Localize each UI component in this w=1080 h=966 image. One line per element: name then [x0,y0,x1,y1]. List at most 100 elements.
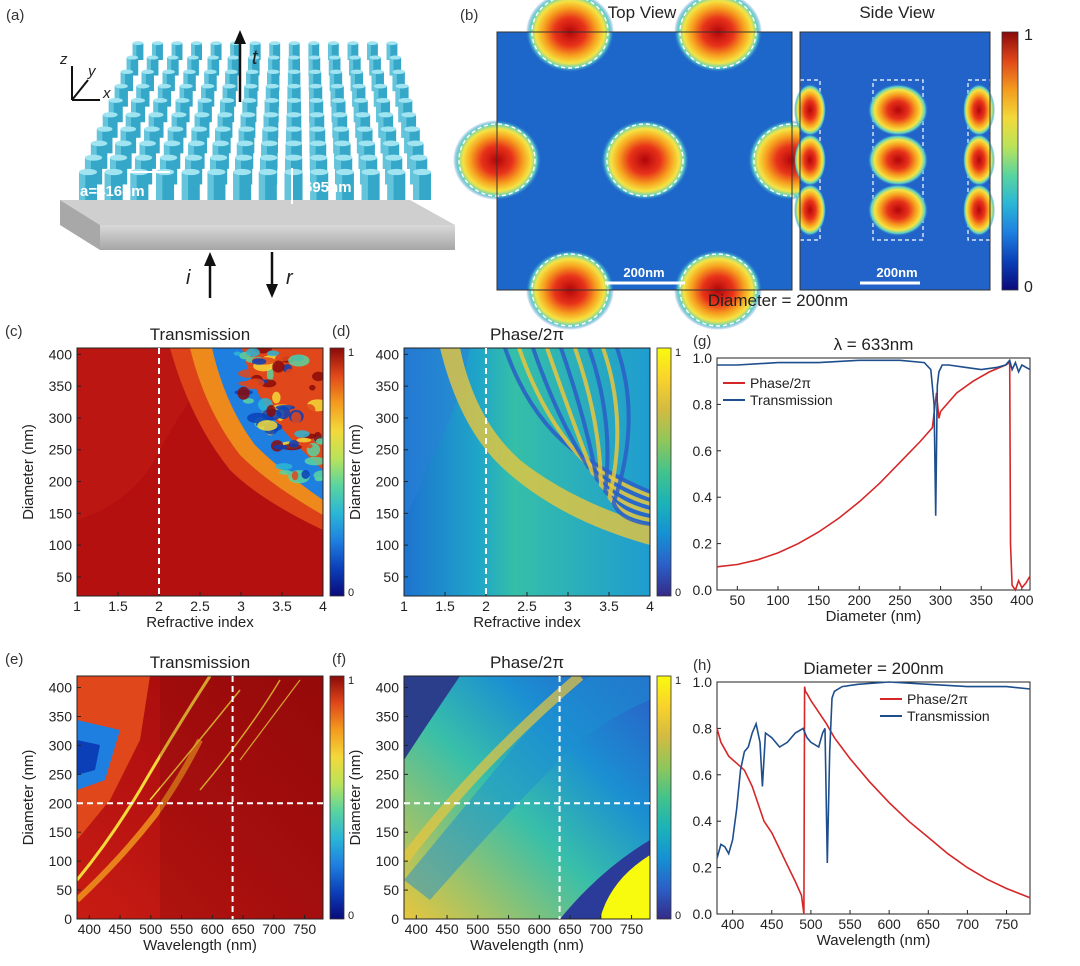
pillar-top [358,140,375,147]
speckle [309,384,316,391]
chart-title-h: Diameter = 200nm [803,659,943,678]
panel-label-g: (g) [693,333,711,350]
pillar-highlight [240,114,246,138]
pillar-top [385,154,403,161]
pillar-top [264,97,279,103]
pillar-highlight [207,57,212,76]
side-view-map: 200nm [794,31,995,291]
x-tick-label: 450 [108,921,132,937]
speckle [251,358,267,365]
pillar-top [398,97,413,103]
pillar-top [191,126,208,132]
pillar-highlight [287,86,293,107]
pillar-top [120,126,137,132]
field-colorbar [1001,31,1019,291]
pillar-top [309,112,325,118]
pillar-top [141,69,154,74]
pillar [288,57,301,76]
pillar-top [328,55,341,60]
pillar-top [125,112,141,118]
colorbar-min-label: 0 [675,910,681,922]
panel-label-e: (e) [5,651,23,668]
y-tick-label: 0.6 [693,443,713,459]
pillar-top [287,83,301,89]
x-tick-label: 100 [766,592,790,608]
x-tick-label: 700 [262,921,286,937]
pillar-highlight [268,57,273,76]
x-tick-label: 300 [929,592,953,608]
x-axis-label: Refractive index [146,614,254,631]
pillar-top [373,83,388,89]
pillar-top [247,55,260,60]
field-lobe [868,134,928,186]
pillar-top [238,126,255,132]
y-tick-label: 0.4 [693,489,713,505]
pillar-top [215,126,231,132]
pillar-top [108,97,123,103]
pillar [269,43,281,60]
pillar-highlight [309,114,315,138]
y-tick-label: 0 [64,911,72,927]
pillar-top [356,126,373,132]
pillar-highlight [217,114,223,138]
axis-x-label: x [102,85,111,102]
pillar-top [139,140,156,147]
pillar-top [258,168,277,176]
pillar-highlight [352,86,357,107]
x-axis-label: Wavelength (nm) [143,937,257,954]
pillar-top [285,126,302,132]
pillar-top [134,154,153,161]
field-colorbar-min: 0 [1024,279,1033,296]
pillar-top [309,83,323,89]
pillar-highlight [269,43,274,60]
pillar-highlight [373,86,379,107]
colorbar-max-label: 1 [675,675,681,687]
pillar-top [265,83,280,89]
pillar-top [204,69,217,74]
pillar-top [175,97,190,103]
phase-stripe [545,348,650,506]
pillar-top [183,69,196,74]
y-axis-label: Diameter (nm) [347,750,364,846]
speckle [266,405,276,417]
chart-title-c: Transmission [150,325,250,344]
series-line-transmission [716,681,1031,864]
axis-z-label: z [59,51,68,68]
pillar-top [335,168,354,176]
colorbar-e [329,675,345,920]
plot-frame [716,681,1031,915]
y-tick-label: 350 [49,378,73,394]
y-tick-label: 0.4 [693,813,713,829]
pillar-top [181,168,200,176]
pillar-top [179,83,193,89]
x-tick-label: 550 [497,921,521,937]
pillar-highlight [284,172,291,200]
x-axis-label: Diameter (nm) [826,608,922,625]
pillar-top [184,154,203,161]
y-tick-label: 0.2 [693,860,713,876]
colorbar-max-label: 1 [675,347,681,359]
x-tick-label: 650 [231,921,255,937]
pillar-top [335,154,353,161]
pillar-highlight [286,100,292,123]
pillar-top [380,126,397,132]
phase-stripe [559,348,650,510]
pillar-highlight [175,100,181,123]
series-line-transmission [717,358,1031,516]
pillar-top [114,83,128,89]
x-tick-label: 750 [293,921,317,937]
y-tick-label: 150 [376,824,400,840]
x-tick-label: 4 [319,598,327,614]
pillar-highlight [331,100,337,123]
pillar-highlight [380,129,387,154]
pillar-top [285,140,302,147]
pillar-top [90,140,108,147]
pillar-highlight [392,71,397,92]
pillar-top [308,69,322,74]
pillar-top [246,69,259,74]
y-tick-label: 0.6 [693,767,713,783]
pillar-highlight [308,57,313,76]
x-tick-label: 3 [237,598,245,614]
x-tick-label: 2.5 [517,598,537,614]
